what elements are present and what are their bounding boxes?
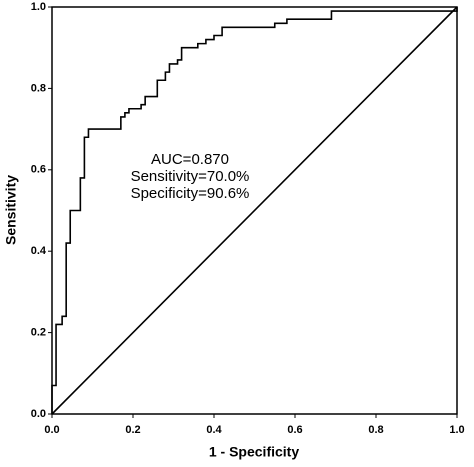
y-tick-label: 0.2 (31, 327, 46, 339)
plot-frame (51, 6, 458, 415)
y-tick-label: 0.8 (31, 82, 46, 94)
x-axis-label: 1 - Specificity (209, 444, 299, 460)
x-tick-label: 0.2 (125, 424, 140, 436)
y-tick-label: 0.4 (31, 245, 47, 257)
annotation: Sensitivity=70.0% (131, 168, 250, 185)
x-tick-label: 1.0 (449, 424, 464, 436)
y-axis-label: Sensitivity (3, 175, 19, 245)
x-tick-label: 0.4 (206, 424, 222, 436)
x-tick-label: 0.6 (287, 424, 302, 436)
annotation: Specificity=90.6% (131, 185, 250, 202)
y-tick-label: 0.6 (31, 164, 46, 176)
roc-curve (51, 7, 458, 414)
y-tick-label: 1.0 (31, 1, 46, 13)
y-tick-label: 0.0 (31, 408, 46, 420)
x-tick-label: 0.8 (368, 424, 383, 436)
annotation: AUC=0.870 (151, 151, 229, 168)
x-tick-label: 0.0 (44, 424, 59, 436)
reference-line (51, 6, 458, 415)
